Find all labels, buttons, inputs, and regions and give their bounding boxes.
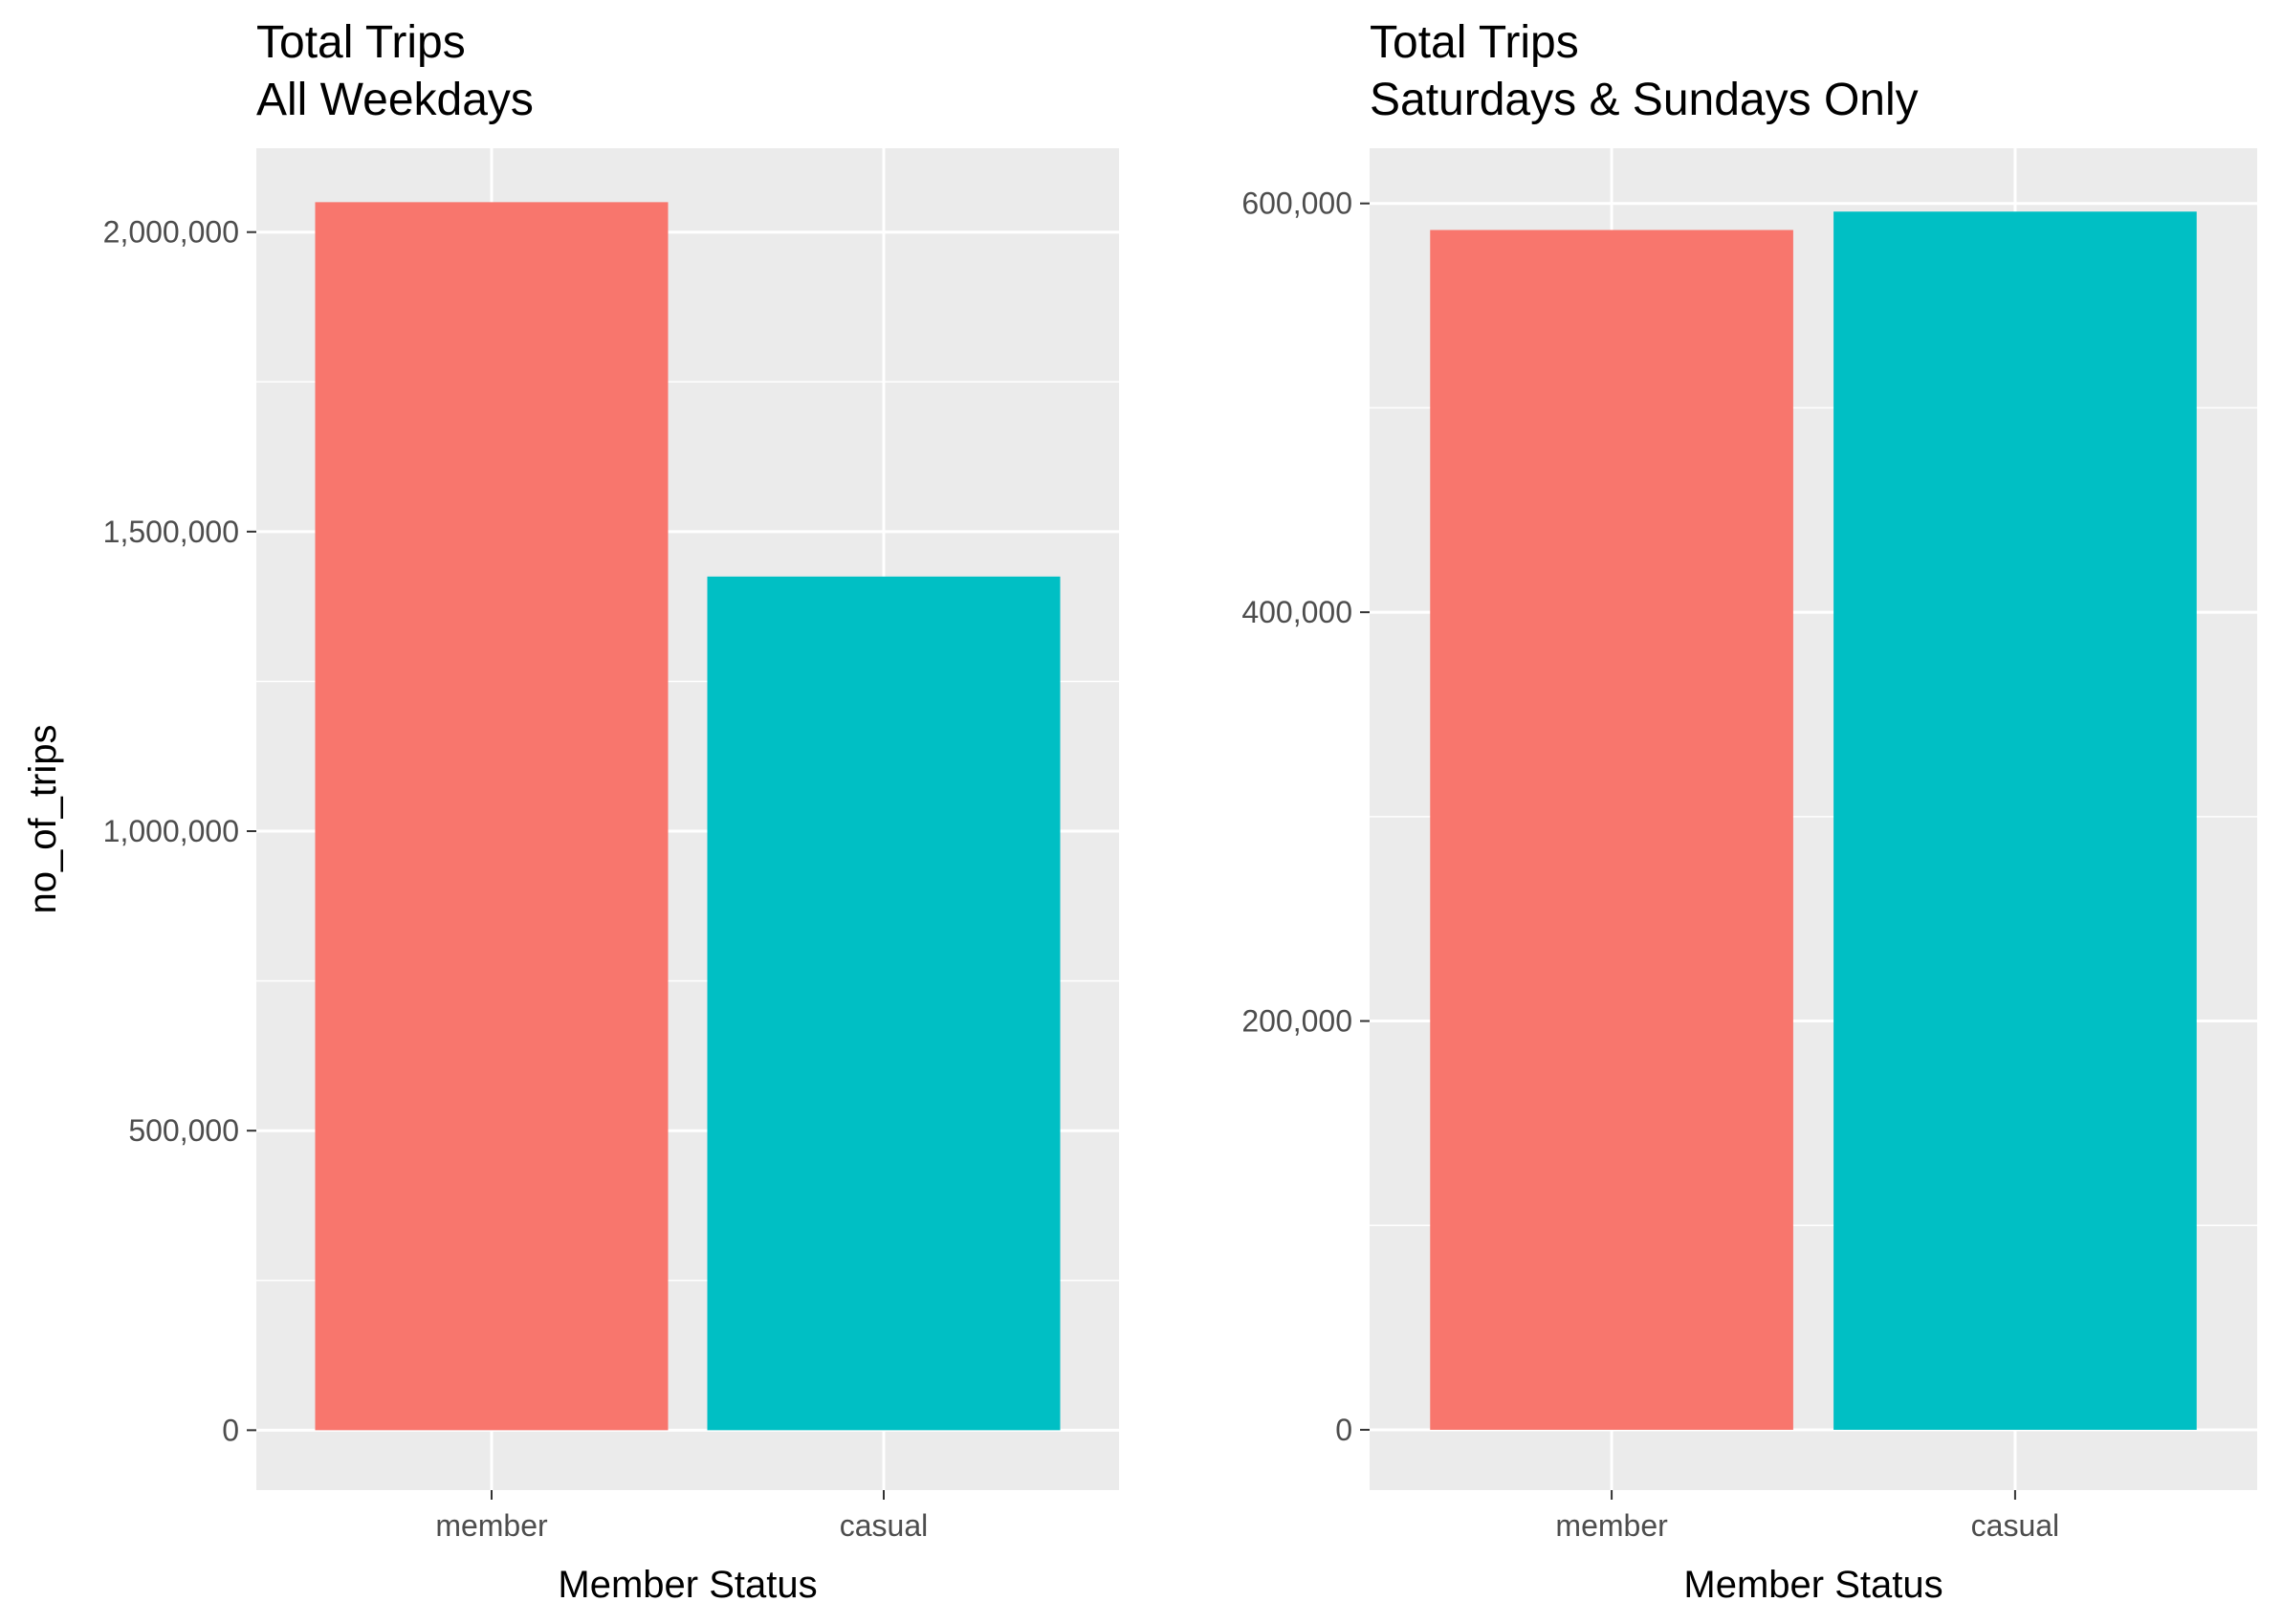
x-axis-label: Member Status <box>558 1564 817 1606</box>
x-tick-label: casual <box>840 1508 929 1543</box>
y-tick-label: 2,000,000 <box>103 215 239 250</box>
bar-casual <box>1833 211 2197 1430</box>
y-tick-label: 400,000 <box>1241 595 1352 629</box>
y-tick-label: 500,000 <box>128 1113 239 1148</box>
x-tick-label: member <box>1555 1508 1668 1543</box>
y-tick-label: 1,500,000 <box>103 515 239 549</box>
x-tick-label: casual <box>1971 1508 2060 1543</box>
y-tick-label: 1,000,000 <box>103 814 239 848</box>
bar-casual <box>707 576 1061 1431</box>
chart-subtitle: All Weekdays <box>256 75 534 125</box>
y-tick-label: 0 <box>222 1413 239 1447</box>
y-tick-label: 200,000 <box>1241 1004 1352 1039</box>
chart-panel-1: 0 500,000 1,000,000 1,500,000 2,000,000 membe… <box>22 17 1119 1606</box>
y-tick-label: 600,000 <box>1241 187 1352 221</box>
y-tick-label: 0 <box>1335 1413 1352 1447</box>
bar-member <box>315 202 669 1431</box>
chart-title: Total Trips <box>256 17 466 68</box>
x-tick-label: member <box>435 1508 548 1543</box>
chart-title: Total Trips <box>1370 17 1579 68</box>
bar-member <box>1430 230 1793 1430</box>
chart-panel-2: 0 200,000 400,000 600,000 member casual Member… <box>1241 17 2257 1606</box>
y-axis-label: no_of_trips <box>22 725 64 914</box>
chart-subtitle: Saturdays & Sundays Only <box>1370 75 1919 125</box>
x-axis-label: Member Status <box>1683 1564 1943 1606</box>
